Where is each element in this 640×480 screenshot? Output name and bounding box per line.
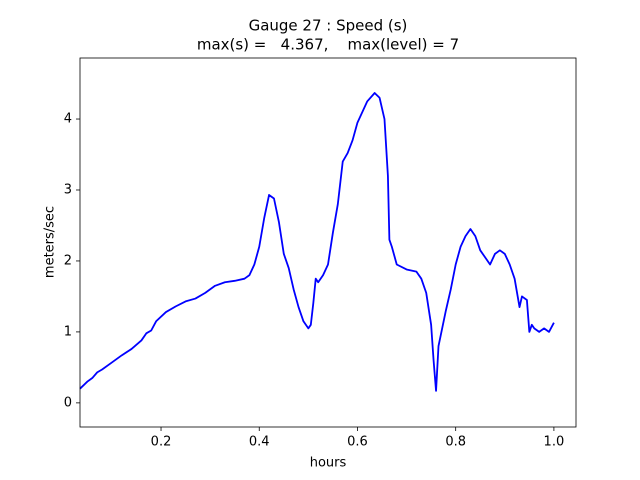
- chart-title: Gauge 27 : Speed (s): [249, 17, 408, 35]
- y-tick-label: 3: [64, 182, 72, 197]
- y-tick-label: 0: [64, 395, 72, 410]
- x-tick-label: 0.4: [249, 435, 270, 450]
- x-tick-label: 0.6: [347, 435, 368, 450]
- y-tick-label: 4: [64, 112, 72, 127]
- y-axis-label: meters/sec: [43, 206, 58, 278]
- data-line: [79, 92, 555, 392]
- plot-frame: [79, 57, 577, 428]
- y-tick-label: 1: [64, 324, 72, 339]
- x-tick-label: 0.2: [151, 435, 172, 450]
- chart-subtitle: max(s) = 4.367, max(level) = 7: [197, 36, 459, 54]
- x-tick-label: 0.8: [445, 435, 466, 450]
- x-tick-label: 1.0: [544, 435, 565, 450]
- x-axis-label: hours: [310, 456, 347, 471]
- y-tick-label: 2: [64, 253, 72, 268]
